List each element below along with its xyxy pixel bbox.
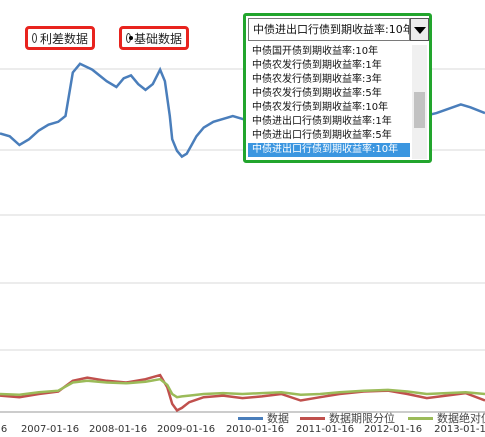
x-tick-label: 2007-01-16 xyxy=(21,424,79,435)
legend-swatch-abs-value xyxy=(408,416,433,420)
chevron-down-icon[interactable] xyxy=(410,18,429,41)
x-tick-label: 2008-01-16 xyxy=(89,424,147,435)
dropdown-option[interactable]: 中债国开债到期收益率:10年 xyxy=(252,46,379,57)
x-tick-label: 2009-01-16 xyxy=(157,424,215,435)
series-dropdown[interactable]: 中债进出口行债到期收益率:10年 中债国开债到期收益率:10年 中债农发行债到期收… xyxy=(243,13,432,163)
legend-label-data: 数据 xyxy=(267,412,289,425)
dropdown-option[interactable]: 中债农发行债到期收益率:3年 xyxy=(252,74,382,85)
x-tick-label: 2010-01-16 xyxy=(226,424,284,435)
legend-item-data: 数据 xyxy=(238,411,289,425)
legend-item-abs-value: 数据绝对值 xyxy=(408,411,485,425)
dropdown-option[interactable]: 中债进出口行债到期收益率:10年 xyxy=(248,143,410,157)
lower-panel-series xyxy=(0,373,485,412)
x-tick-label: 2012-01-16 xyxy=(364,424,422,435)
series-line-abs-value xyxy=(0,377,485,399)
x-tick-label: 2013-01-1 xyxy=(434,424,485,435)
radio-rate-spread[interactable]: 利差数据 xyxy=(25,26,95,50)
dropdown-option[interactable]: 中债农发行债到期收益率:5年 xyxy=(252,88,382,99)
radio-rate-spread-dot[interactable] xyxy=(32,33,37,43)
radio-rate-spread-label: 利差数据 xyxy=(39,31,88,46)
x-tick-label: 6 xyxy=(1,424,7,435)
legend-label-percentile: 数据期限分位 xyxy=(329,412,395,425)
x-tick-label: 2011-01-16 xyxy=(296,424,354,435)
radio-base-data[interactable]: 基础数据 xyxy=(119,26,189,50)
dropdown-option[interactable]: 中债进出口行债到期收益率:1年 xyxy=(252,116,392,127)
radio-base-data-label: 基础数据 xyxy=(133,31,182,46)
dropdown-scrollbar[interactable] xyxy=(412,45,427,159)
legend-item-percentile: 数据期限分位 xyxy=(300,411,395,425)
x-axis-tick-labels: 6 2007-01-16 2008-01-16 2009-01-16 2010-01-1… xyxy=(1,424,485,435)
legend-label-abs-value: 数据绝对值 xyxy=(437,412,485,425)
dropdown-option[interactable]: 中债农发行债到期收益率:10年 xyxy=(252,102,389,113)
dropdown-scroll-thumb[interactable] xyxy=(414,92,425,128)
dropdown-option[interactable]: 中债进出口行债到期收益率:5年 xyxy=(252,130,392,141)
series-select-value[interactable]: 中债进出口行债到期收益率:10年 xyxy=(248,18,410,41)
legend-swatch-percentile xyxy=(300,416,325,420)
legend-swatch-data xyxy=(238,416,263,420)
radio-base-data-dot[interactable] xyxy=(126,33,133,43)
series-options-list[interactable]: 中债国开债到期收益率:10年 中债农发行债到期收益率:1年 中债农发行债到期收益率:… xyxy=(248,45,410,159)
dropdown-option[interactable]: 中债农发行债到期收益率:1年 xyxy=(252,60,382,71)
